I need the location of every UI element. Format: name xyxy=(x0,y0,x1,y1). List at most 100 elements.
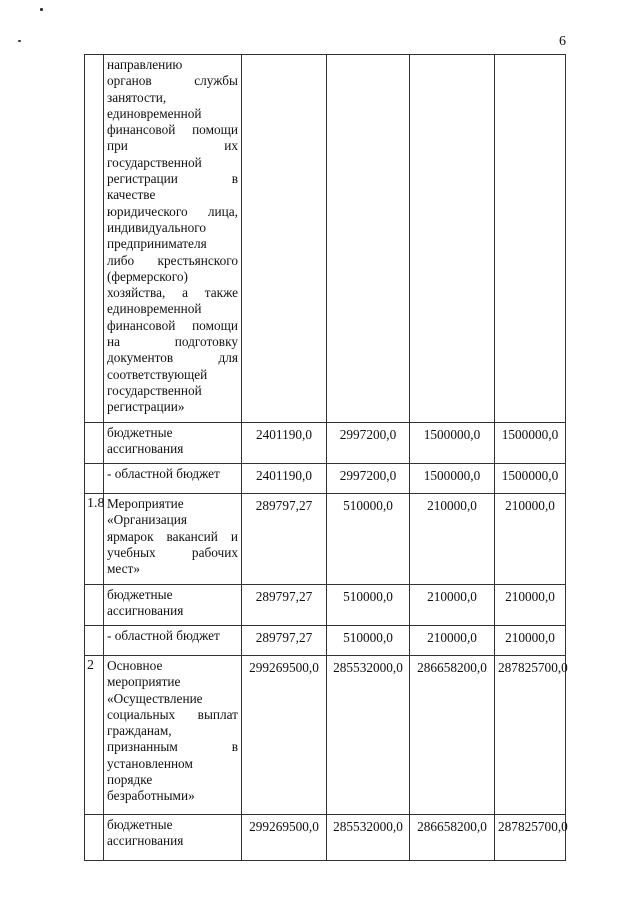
description-line: установленном xyxy=(107,755,193,771)
description-line: хозяйства, а также xyxy=(107,285,238,301)
row-index xyxy=(84,625,104,656)
description-line: при их xyxy=(107,138,238,154)
description-line: либо крестьянского xyxy=(107,252,238,268)
row-index xyxy=(84,422,104,464)
value-cell-1: 299269500,0 xyxy=(241,655,327,815)
description-line: на подготовку xyxy=(107,334,238,350)
description-line: ассигнования xyxy=(107,833,184,849)
description-line: социальных выплат xyxy=(107,706,238,722)
value-cell-2: 285532000,0 xyxy=(326,814,410,861)
description-line: - областной бюджет xyxy=(107,628,220,643)
row-description: - областной бюджет xyxy=(103,463,242,494)
row-index xyxy=(84,463,104,494)
row-index: 1.8 xyxy=(84,493,105,585)
description-line: юридического лица, xyxy=(107,203,238,219)
description-line: (фермерского) xyxy=(107,268,188,284)
value-cell-1: 289797,27 xyxy=(241,625,327,656)
row-description: направлению органов службы занятости, едино… xyxy=(103,54,242,423)
value-cell-4: 210000,0 xyxy=(494,493,566,585)
description-line: качестве xyxy=(107,187,156,203)
value-cell-4: 210000,0 xyxy=(494,584,566,626)
table-row: 1.8 Мероприятие «Организация ярмарок ваканс… xyxy=(84,493,566,585)
row-description: - областной бюджет xyxy=(103,625,242,656)
value-cell-2: 285532000,0 xyxy=(326,655,410,815)
value-cell-4: 287825700,0 xyxy=(494,655,568,815)
row-description: Основное мероприятие «Осуществление социаль… xyxy=(103,655,242,815)
description-line: единовременной xyxy=(107,105,202,121)
description-line: бюджетные xyxy=(107,587,173,602)
value-cell-3: 1500000,0 xyxy=(409,463,495,494)
description-line: предпринимателя xyxy=(107,236,207,252)
description-line: финансовой помощи xyxy=(107,122,238,138)
description-line: бюджетные xyxy=(107,817,173,832)
description-line: индивидуального xyxy=(107,219,206,235)
row-description: бюджетные ассигнования xyxy=(103,584,242,626)
value-cell-1: 299269500,0 xyxy=(241,814,327,861)
value-cell-3: 286658200,0 xyxy=(409,814,495,861)
value-cell-4: 287825700,0 xyxy=(494,814,568,861)
description-line: мест» xyxy=(107,561,141,577)
value-cell-3: 210000,0 xyxy=(409,493,495,585)
description-line: порядке xyxy=(107,772,153,788)
scan-speck xyxy=(40,8,43,11)
value-cell-3: 1500000,0 xyxy=(409,422,495,464)
table-row: бюджетные ассигнования 289797,27 510000,0 21… xyxy=(84,584,566,626)
description-line: гражданам, xyxy=(107,723,172,739)
description-line: признанным в xyxy=(107,739,238,755)
row-index: 2 xyxy=(84,655,104,815)
description-line: ассигнования xyxy=(107,441,184,457)
value-cell-1: 289797,27 xyxy=(241,584,327,626)
value-cell-2: 510000,0 xyxy=(326,625,410,656)
value-cell-4 xyxy=(494,54,566,423)
value-cell-4: 210000,0 xyxy=(494,625,566,656)
value-cell-2: 510000,0 xyxy=(326,584,410,626)
table-row: 2 Основное мероприятие «Осуществление социал… xyxy=(84,655,568,815)
description-line: ассигнования xyxy=(107,603,184,619)
value-cell-2: 2997200,0 xyxy=(326,422,410,464)
row-index xyxy=(84,814,104,861)
row-index xyxy=(84,54,104,423)
value-cell-2: 2997200,0 xyxy=(326,463,410,494)
value-cell-1 xyxy=(241,54,327,423)
description-line: регистрации в xyxy=(107,171,238,187)
value-cell-2: 510000,0 xyxy=(326,493,410,585)
description-line: единовременной xyxy=(107,301,202,317)
description-line: документов для xyxy=(107,350,238,366)
description-line: Мероприятие xyxy=(107,496,184,511)
description-line: соответствующей xyxy=(107,366,208,382)
table-row: бюджетные ассигнования 299269500,0 28553200… xyxy=(84,814,568,861)
description-line: направлению xyxy=(107,57,183,72)
description-line: бюджетные xyxy=(107,425,173,440)
description-line: «Организация xyxy=(107,512,187,528)
value-cell-3: 210000,0 xyxy=(409,625,495,656)
value-cell-3 xyxy=(409,54,495,423)
table-row: - областной бюджет 289797,27 510000,0 21000… xyxy=(84,625,566,656)
scan-speck xyxy=(18,40,21,42)
value-cell-4: 1500000,0 xyxy=(494,463,566,494)
row-description: бюджетные ассигнования xyxy=(103,814,242,861)
description-line: Основное xyxy=(107,658,163,673)
description-line: ярмарок вакансий и xyxy=(107,528,238,544)
description-line: «Осуществление xyxy=(107,690,203,706)
description-line: государственной xyxy=(107,154,202,170)
row-description: Мероприятие «Организация ярмарок вакансий … xyxy=(103,493,242,585)
description-line: занятости, xyxy=(107,89,167,105)
description-line: органов службы xyxy=(107,73,238,89)
table-row: - областной бюджет 2401190,0 2997200,0 1500… xyxy=(84,463,566,494)
value-cell-1: 289797,27 xyxy=(241,493,327,585)
row-description: бюджетные ассигнования xyxy=(103,422,242,464)
description-line: безработными» xyxy=(107,788,195,804)
description-line: финансовой помощи xyxy=(107,317,238,333)
description-line: регистрации» xyxy=(107,399,185,415)
description-line: учебных рабочих xyxy=(107,544,238,560)
value-cell-1: 2401190,0 xyxy=(241,422,327,464)
value-cell-1: 2401190,0 xyxy=(241,463,327,494)
description-line: мероприятие xyxy=(107,674,181,690)
table-row: бюджетные ассигнования 2401190,0 2997200,0 1… xyxy=(84,422,566,464)
description-line: государственной xyxy=(107,382,202,398)
value-cell-2 xyxy=(326,54,410,423)
row-index xyxy=(84,584,104,626)
page-number: 6 xyxy=(559,34,566,49)
budget-table: направлению органов службы занятости, едино… xyxy=(84,54,568,861)
description-line: - областной бюджет xyxy=(107,466,220,481)
